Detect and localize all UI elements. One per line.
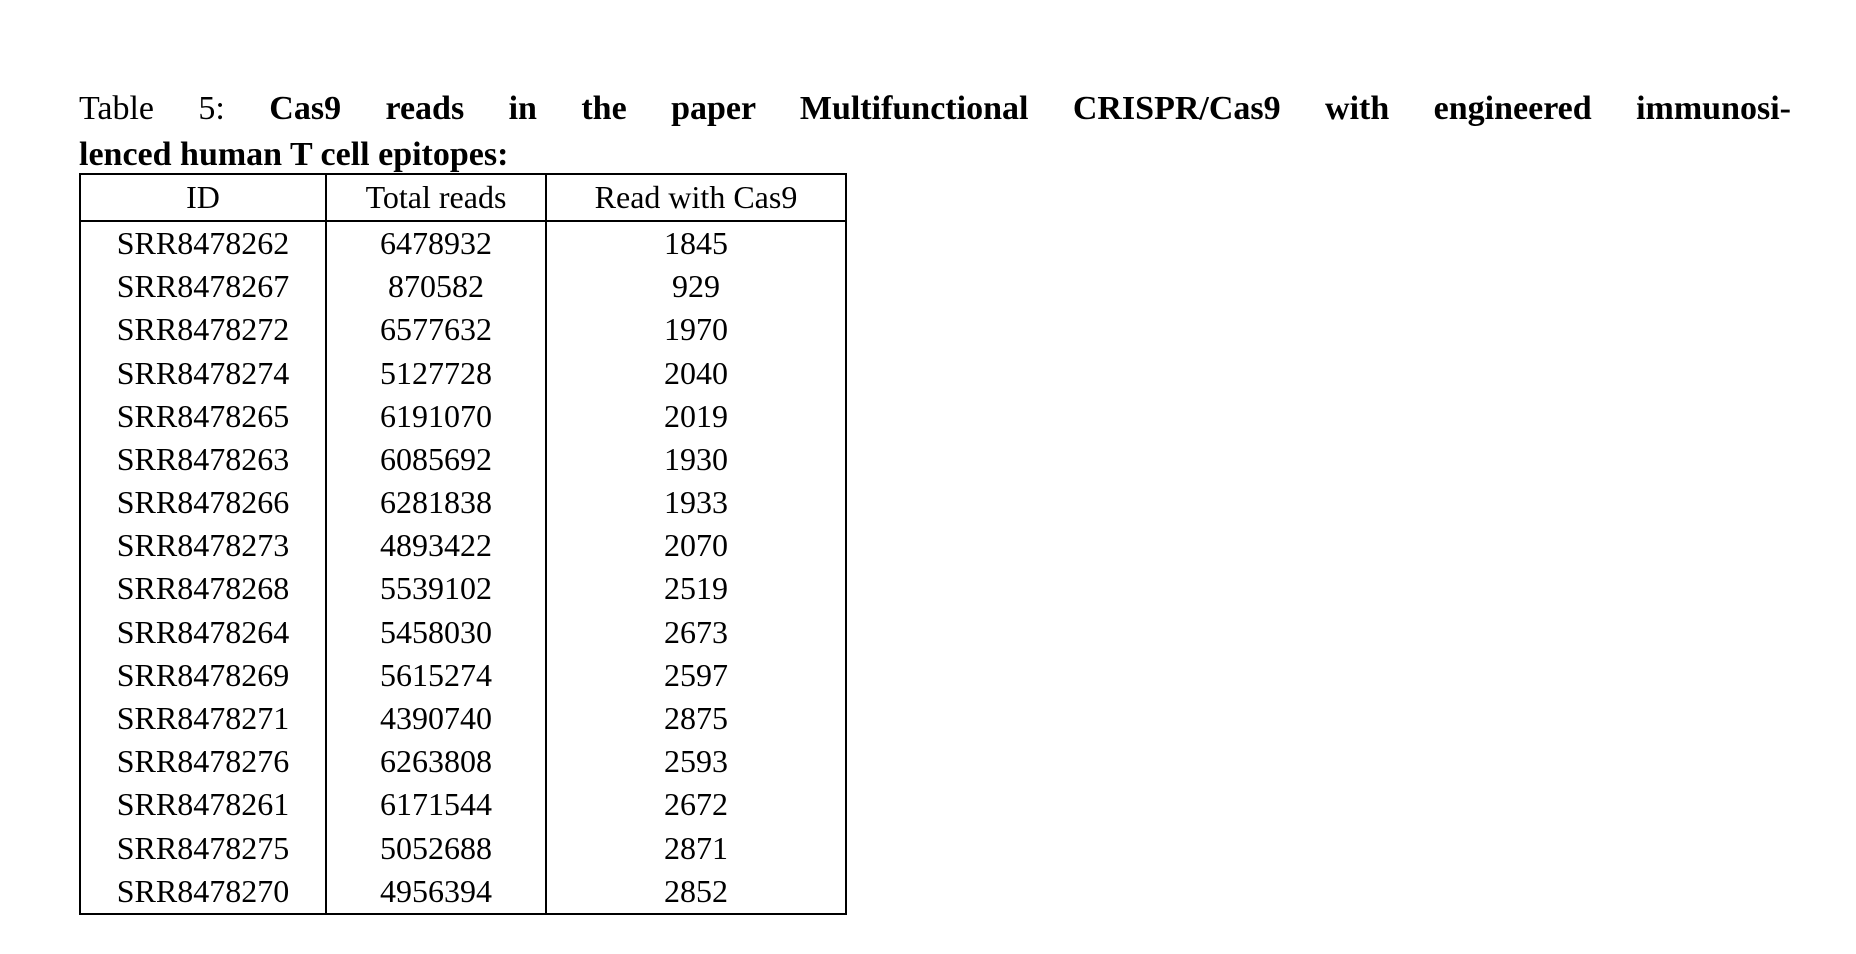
table-cell: SRR8478262 xyxy=(79,221,327,266)
table-cell: 6478932 xyxy=(325,221,547,266)
table-cell: 929 xyxy=(545,265,847,309)
column-header-total-reads: Total reads xyxy=(325,174,547,222)
table-cell: 5458030 xyxy=(325,610,547,654)
table-cell: SRR8478275 xyxy=(79,826,327,870)
table-header: ID Total reads Read with Cas9 xyxy=(79,174,847,222)
table-cell: 5615274 xyxy=(325,653,547,697)
table-row: SRR8478262 6478932 1845 xyxy=(79,221,847,266)
table-cell: 5539102 xyxy=(325,567,547,611)
table-cell: 6577632 xyxy=(325,308,547,352)
table-row: SRR8478275 5052688 2871 xyxy=(79,826,847,870)
table-cell: SRR8478265 xyxy=(79,394,327,438)
table-row: SRR8478266 6281838 1933 xyxy=(79,481,847,525)
table-cell: 4390740 xyxy=(325,696,547,741)
table-row: SRR8478263 6085692 1930 xyxy=(79,437,847,482)
table-cell: 6171544 xyxy=(325,783,547,827)
table-cell: 870582 xyxy=(325,265,547,309)
table-cell: SRR8478263 xyxy=(79,437,327,482)
table-cell: SRR8478276 xyxy=(79,740,327,784)
table-cell: 4956394 xyxy=(325,869,547,914)
table-cell: 2519 xyxy=(545,567,847,611)
column-header-id: ID xyxy=(79,174,327,222)
table-cell: SRR8478271 xyxy=(79,696,327,741)
table-cell: SRR8478261 xyxy=(79,783,327,827)
table-row: SRR8478270 4956394 2852 xyxy=(79,869,847,914)
table-cell: 1970 xyxy=(545,308,847,352)
table-cell: SRR8478274 xyxy=(79,351,327,395)
table-cell: 2672 xyxy=(545,783,847,827)
table-cell: 2070 xyxy=(545,524,847,568)
table-cell: 2875 xyxy=(545,696,847,741)
table-cell: SRR8478270 xyxy=(79,869,327,914)
table-cell: 5052688 xyxy=(325,826,547,870)
table-cell: 1930 xyxy=(545,437,847,482)
table-cell: 6191070 xyxy=(325,394,547,438)
table-body: SRR8478262 6478932 1845 SRR8478267 870582 929… xyxy=(79,221,847,914)
table-cell: 1845 xyxy=(545,221,847,266)
table-cell: 2597 xyxy=(545,653,847,697)
table-row: SRR8478268 5539102 2519 xyxy=(79,567,847,611)
table-header-row: ID Total reads Read with Cas9 xyxy=(79,174,847,222)
table-row: SRR8478276 6263808 2593 xyxy=(79,740,847,784)
table-cell: SRR8478272 xyxy=(79,308,327,352)
table-cell: SRR8478273 xyxy=(79,524,327,568)
caption-line-1: Table 5: Cas9 reads in the paper Multifu… xyxy=(79,86,1791,132)
table-row: SRR8478261 6171544 2672 xyxy=(79,783,847,827)
table-cell: SRR8478266 xyxy=(79,481,327,525)
table-cell: 2040 xyxy=(545,351,847,395)
table-row: SRR8478269 5615274 2597 xyxy=(79,653,847,697)
caption-text-line2: lenced human T cell epitopes: xyxy=(79,136,509,173)
caption-label: Table 5: xyxy=(79,90,225,127)
table-cell: 6281838 xyxy=(325,481,547,525)
table-cell: SRR8478268 xyxy=(79,567,327,611)
data-table: ID Total reads Read with Cas9 SRR8478262 64… xyxy=(79,173,847,915)
table-cell: 2593 xyxy=(545,740,847,784)
table-caption: Table 5: Cas9 reads in the paper Multifu… xyxy=(79,86,1791,178)
table-cell: 4893422 xyxy=(325,524,547,568)
table-row: SRR8478274 5127728 2040 xyxy=(79,351,847,395)
table-row: SRR8478271 4390740 2875 xyxy=(79,696,847,741)
table-cell: SRR8478269 xyxy=(79,653,327,697)
table-row: SRR8478267 870582 929 xyxy=(79,265,847,309)
table-cell: 2871 xyxy=(545,826,847,870)
table-cell: 2673 xyxy=(545,610,847,654)
table-cell: 1933 xyxy=(545,481,847,525)
table-cell: 5127728 xyxy=(325,351,547,395)
table-cell: 6263808 xyxy=(325,740,547,784)
table-row: SRR8478273 4893422 2070 xyxy=(79,524,847,568)
table-row: SRR8478265 6191070 2019 xyxy=(79,394,847,438)
table-cell: 6085692 xyxy=(325,437,547,482)
column-header-read-with-cas9: Read with Cas9 xyxy=(545,174,847,222)
table-cell: SRR8478264 xyxy=(79,610,327,654)
caption-text-line1: Cas9 reads in the paper Multifunctional … xyxy=(269,90,1791,127)
table-cell: 2019 xyxy=(545,394,847,438)
table-cell: SRR8478267 xyxy=(79,265,327,309)
table-cell: 2852 xyxy=(545,869,847,914)
table-row: SRR8478272 6577632 1970 xyxy=(79,308,847,352)
table-row: SRR8478264 5458030 2673 xyxy=(79,610,847,654)
